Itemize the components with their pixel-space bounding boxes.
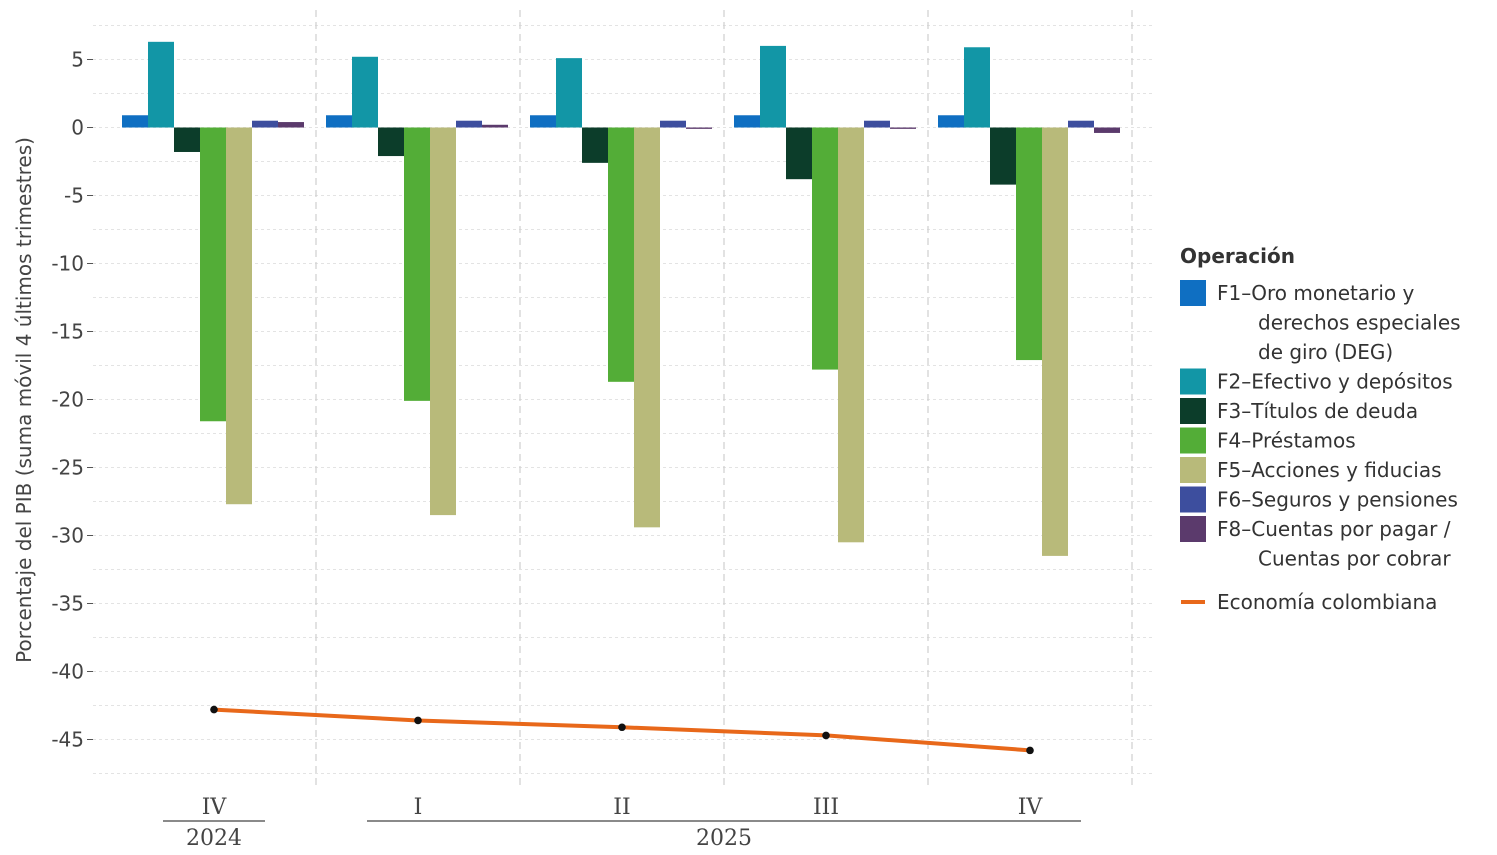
bar-series-4-cat-3 [608, 128, 634, 382]
bar-series-5-cat-2 [430, 128, 456, 516]
bar-series-1-cat-5 [938, 115, 964, 127]
legend-swatch [1180, 457, 1206, 483]
legend-label: derechos especiales [1258, 311, 1461, 335]
legend-swatch [1180, 280, 1206, 306]
year-group-label: 2025 [696, 826, 752, 851]
y-tick-label: -40 [51, 660, 84, 684]
line-point-5 [1026, 747, 1034, 755]
legend-title: Operación [1180, 244, 1295, 268]
line-point-1 [210, 706, 218, 714]
bar-series-2-cat-4 [760, 46, 786, 128]
bar-series-6-cat-1 [252, 121, 278, 128]
year-group-label: 2024 [186, 826, 242, 851]
bar-series-2-cat-2 [352, 57, 378, 128]
bar-series-7-cat-2 [482, 125, 508, 128]
bar-series-1-cat-4 [734, 115, 760, 127]
bar-series-2-cat-5 [964, 47, 990, 127]
bar-series-3-cat-2 [378, 128, 404, 157]
legend-label: F3–Títulos de deuda [1217, 399, 1418, 423]
bar-series-3-cat-3 [582, 128, 608, 163]
legend-label: Cuentas por cobrar [1258, 547, 1451, 571]
legend-label: de giro (DEG) [1258, 340, 1393, 364]
legend-label: F4–Préstamos [1217, 429, 1356, 453]
legend-swatch [1180, 369, 1206, 395]
legend-label: Economía colombiana [1217, 590, 1437, 614]
bar-series-3-cat-1 [174, 128, 200, 152]
bar-series-2-cat-3 [556, 58, 582, 127]
bar-series-5-cat-5 [1042, 128, 1068, 556]
bar-series-1-cat-3 [530, 115, 556, 127]
bar-series-7-cat-4 [890, 128, 916, 129]
line-point-3 [618, 723, 626, 731]
bar-series-3-cat-5 [990, 128, 1016, 185]
x-tick-label: III [813, 795, 839, 820]
bar-series-6-cat-2 [456, 121, 482, 128]
bar-series-7-cat-3 [686, 128, 712, 129]
x-tick-label: IV [1018, 795, 1044, 820]
y-tick-label: 5 [71, 48, 84, 72]
legend-swatch [1180, 487, 1206, 513]
bar-series-4-cat-4 [812, 128, 838, 370]
x-tick-label: II [613, 795, 630, 820]
x-tick-label: I [414, 795, 423, 820]
legend-swatch [1180, 516, 1206, 542]
legend-label: F6–Seguros y pensiones [1217, 488, 1458, 512]
bar-series-6-cat-5 [1068, 121, 1094, 128]
line-point-2 [414, 717, 422, 725]
bar-series-4-cat-5 [1016, 128, 1042, 361]
y-tick-label: -25 [51, 456, 84, 480]
bar-series-7-cat-5 [1094, 128, 1120, 133]
bar-series-6-cat-4 [864, 121, 890, 128]
legend-label: F8–Cuentas por pagar / [1217, 517, 1451, 541]
y-axis: 5 0 -5 -10 -15 -20 -25 -30 -35 -40 -45 [51, 48, 93, 752]
y-axis-title: Porcentaje del PIB (suma móvil 4 últimos… [12, 137, 36, 663]
y-tick-label: -30 [51, 524, 84, 548]
legend: Operación F1–Oro monetario y derechos esp… [1180, 244, 1461, 614]
line-layer [210, 706, 1034, 754]
bar-series-6-cat-3 [660, 121, 686, 128]
bar-series-5-cat-4 [838, 128, 864, 543]
legend-swatch [1180, 398, 1206, 424]
y-tick-label: -45 [51, 728, 84, 752]
legend-label: F2–Efectivo y depósitos [1217, 370, 1453, 394]
bar-series-5-cat-3 [634, 128, 660, 528]
bar-series-7-cat-1 [278, 122, 304, 127]
legend-label: F5–Acciones y fiducias [1217, 458, 1442, 482]
bar-series-4-cat-2 [404, 128, 430, 401]
line-point-4 [822, 732, 830, 740]
x-tick-label: IV [202, 795, 228, 820]
y-tick-label: -20 [51, 388, 84, 412]
bar-series-4-cat-1 [200, 128, 226, 422]
y-tick-label: -10 [51, 252, 84, 276]
y-tick-label: 0 [71, 116, 84, 140]
legend-label: F1–Oro monetario y [1217, 281, 1415, 305]
bar-series-1-cat-2 [326, 115, 352, 127]
y-tick-label: -15 [51, 320, 84, 344]
legend-swatch [1180, 428, 1206, 454]
bar-series-2-cat-1 [148, 42, 174, 128]
y-tick-label: -5 [64, 184, 84, 208]
y-tick-label: -35 [51, 592, 84, 616]
bar-series-3-cat-4 [786, 128, 812, 180]
bar-series-1-cat-1 [122, 115, 148, 127]
bar-series-5-cat-1 [226, 128, 252, 505]
bars-layer [122, 42, 1120, 556]
